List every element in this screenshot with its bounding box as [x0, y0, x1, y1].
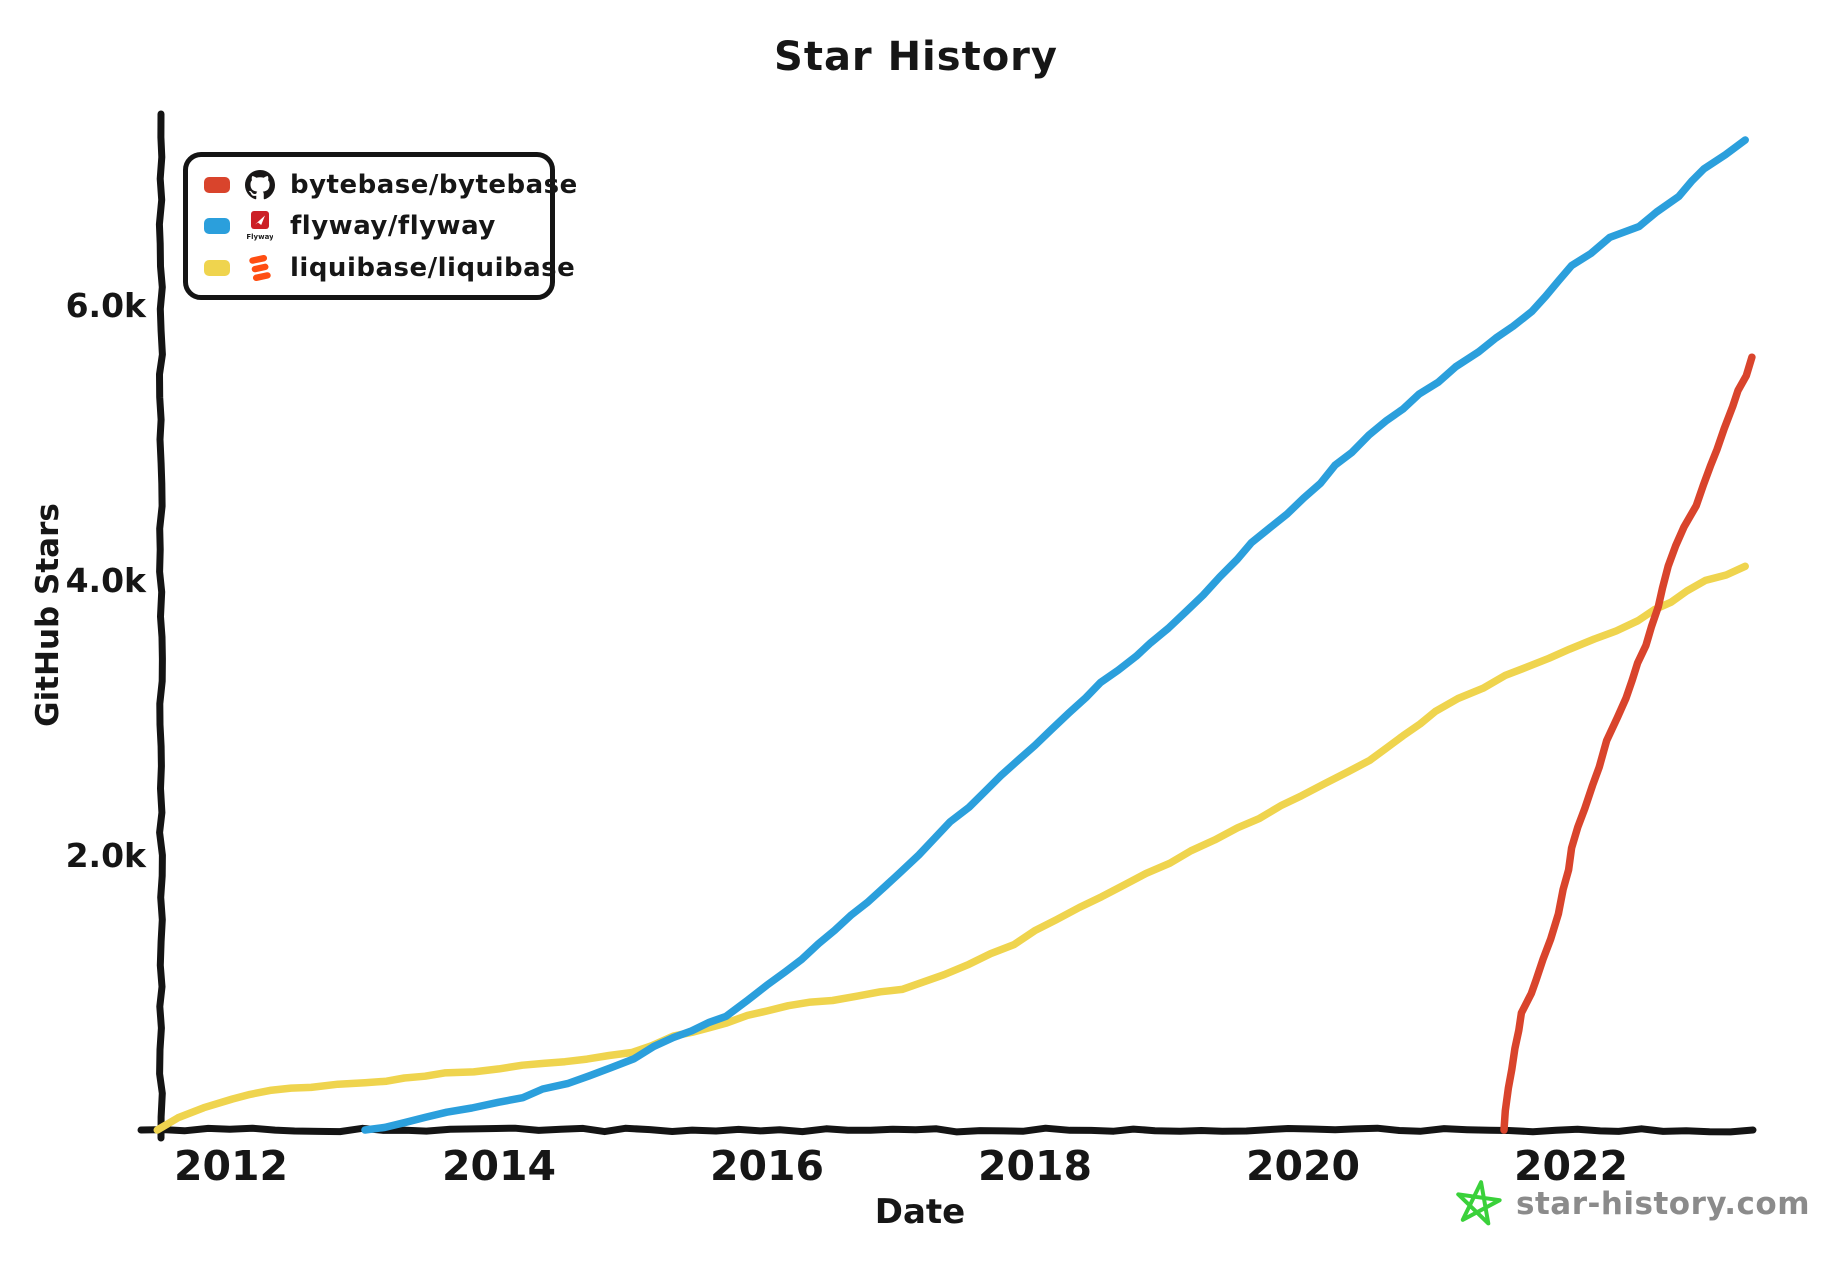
svg-text:Flyway: Flyway: [247, 233, 273, 241]
x-tick-2014: 2014: [441, 1142, 557, 1190]
x-tick-2016: 2016: [709, 1142, 825, 1190]
legend: bytebase/bytebase Flyway flyway/flyway: [183, 152, 577, 300]
star-logo-icon: [1456, 1180, 1502, 1226]
flyway-logo-icon: Flyway: [242, 210, 278, 242]
legend-label-bytebase: bytebase/bytebase: [290, 169, 578, 200]
legend-label-flyway: flyway/flyway: [290, 211, 496, 241]
legend-label-liquibase: liquibase/liquibase: [290, 252, 576, 283]
y-tick-2k: 2.0k: [65, 836, 146, 875]
y-axis-title: GitHub Stars: [30, 503, 66, 727]
chart-title: Star History: [774, 34, 1058, 80]
x-tick-2020: 2020: [1245, 1142, 1361, 1190]
y-tick-4k: 4.0k: [65, 561, 146, 600]
x-tick-2022: 2022: [1513, 1142, 1629, 1190]
x-tick-2018: 2018: [977, 1142, 1093, 1190]
footer-brand: star-history.com: [1452, 1178, 1810, 1230]
liquibase-logo-icon: [242, 252, 278, 284]
legend-item-flyway: Flyway flyway/flyway: [196, 206, 544, 246]
legend-item-liquibase: liquibase/liquibase: [196, 248, 575, 288]
y-tick-6k: 6.0k: [65, 286, 146, 325]
legend-item-bytebase: bytebase/bytebase: [196, 165, 577, 205]
x-tick-2012: 2012: [173, 1142, 289, 1190]
x-axis-title: Date: [874, 1192, 966, 1232]
flyway-color-swatch: [204, 218, 230, 234]
footer-brand-text: star-history.com: [1516, 1186, 1811, 1222]
github-octocat-icon: [242, 169, 278, 200]
liquibase-color-swatch: [204, 259, 230, 276]
bytebase-color-swatch: [204, 176, 230, 193]
